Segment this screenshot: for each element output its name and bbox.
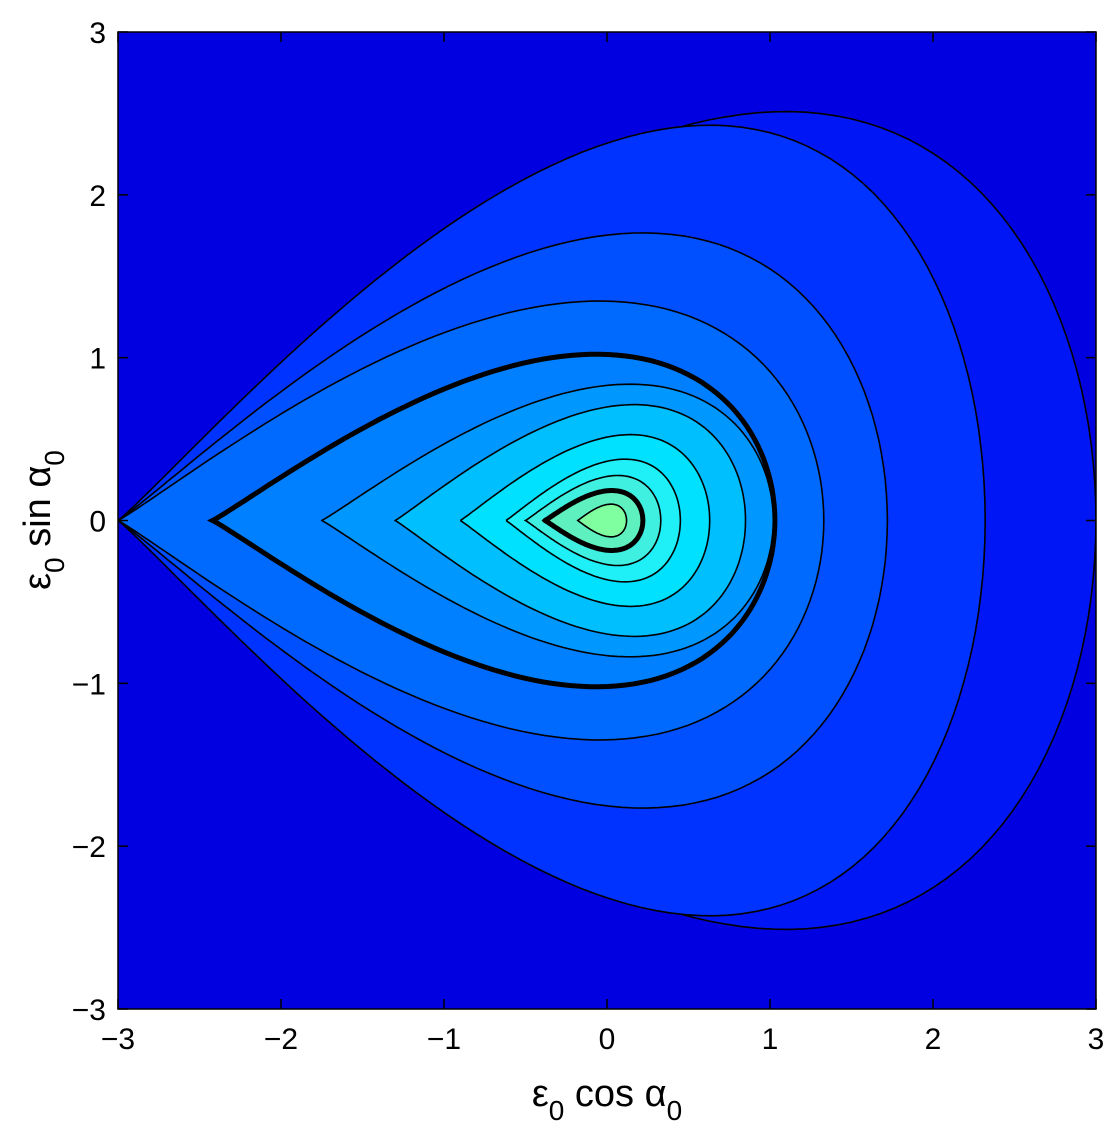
y-tick-label: 2: [89, 180, 106, 213]
x-axis-label: ε0 cos α0: [532, 1073, 682, 1126]
x-tick-label: −3: [101, 1023, 135, 1056]
y-tick-label: 3: [89, 17, 106, 50]
y-tick-label: 0: [89, 506, 106, 539]
y-tick-label: 1: [89, 343, 106, 376]
y-tick-label: −2: [72, 831, 106, 864]
contour-layer: [118, 110, 1096, 931]
x-tick-label: 0: [599, 1023, 616, 1056]
x-tick-label: 1: [762, 1023, 779, 1056]
y-tick-label: −1: [72, 668, 106, 701]
contour-level-1: [576, 503, 628, 538]
x-tick-label: 2: [925, 1023, 942, 1056]
x-tick-label: 3: [1088, 1023, 1105, 1056]
y-tick-label: −3: [72, 994, 106, 1027]
x-tick-label: −1: [427, 1023, 461, 1056]
y-axis-label: ε0 sin α0: [17, 450, 70, 590]
x-tick-label: −2: [264, 1023, 298, 1056]
tick-layer: −3 −2 −1 0 1 2 3 −3 −2 −1 0 1 2 3: [72, 17, 1105, 1056]
